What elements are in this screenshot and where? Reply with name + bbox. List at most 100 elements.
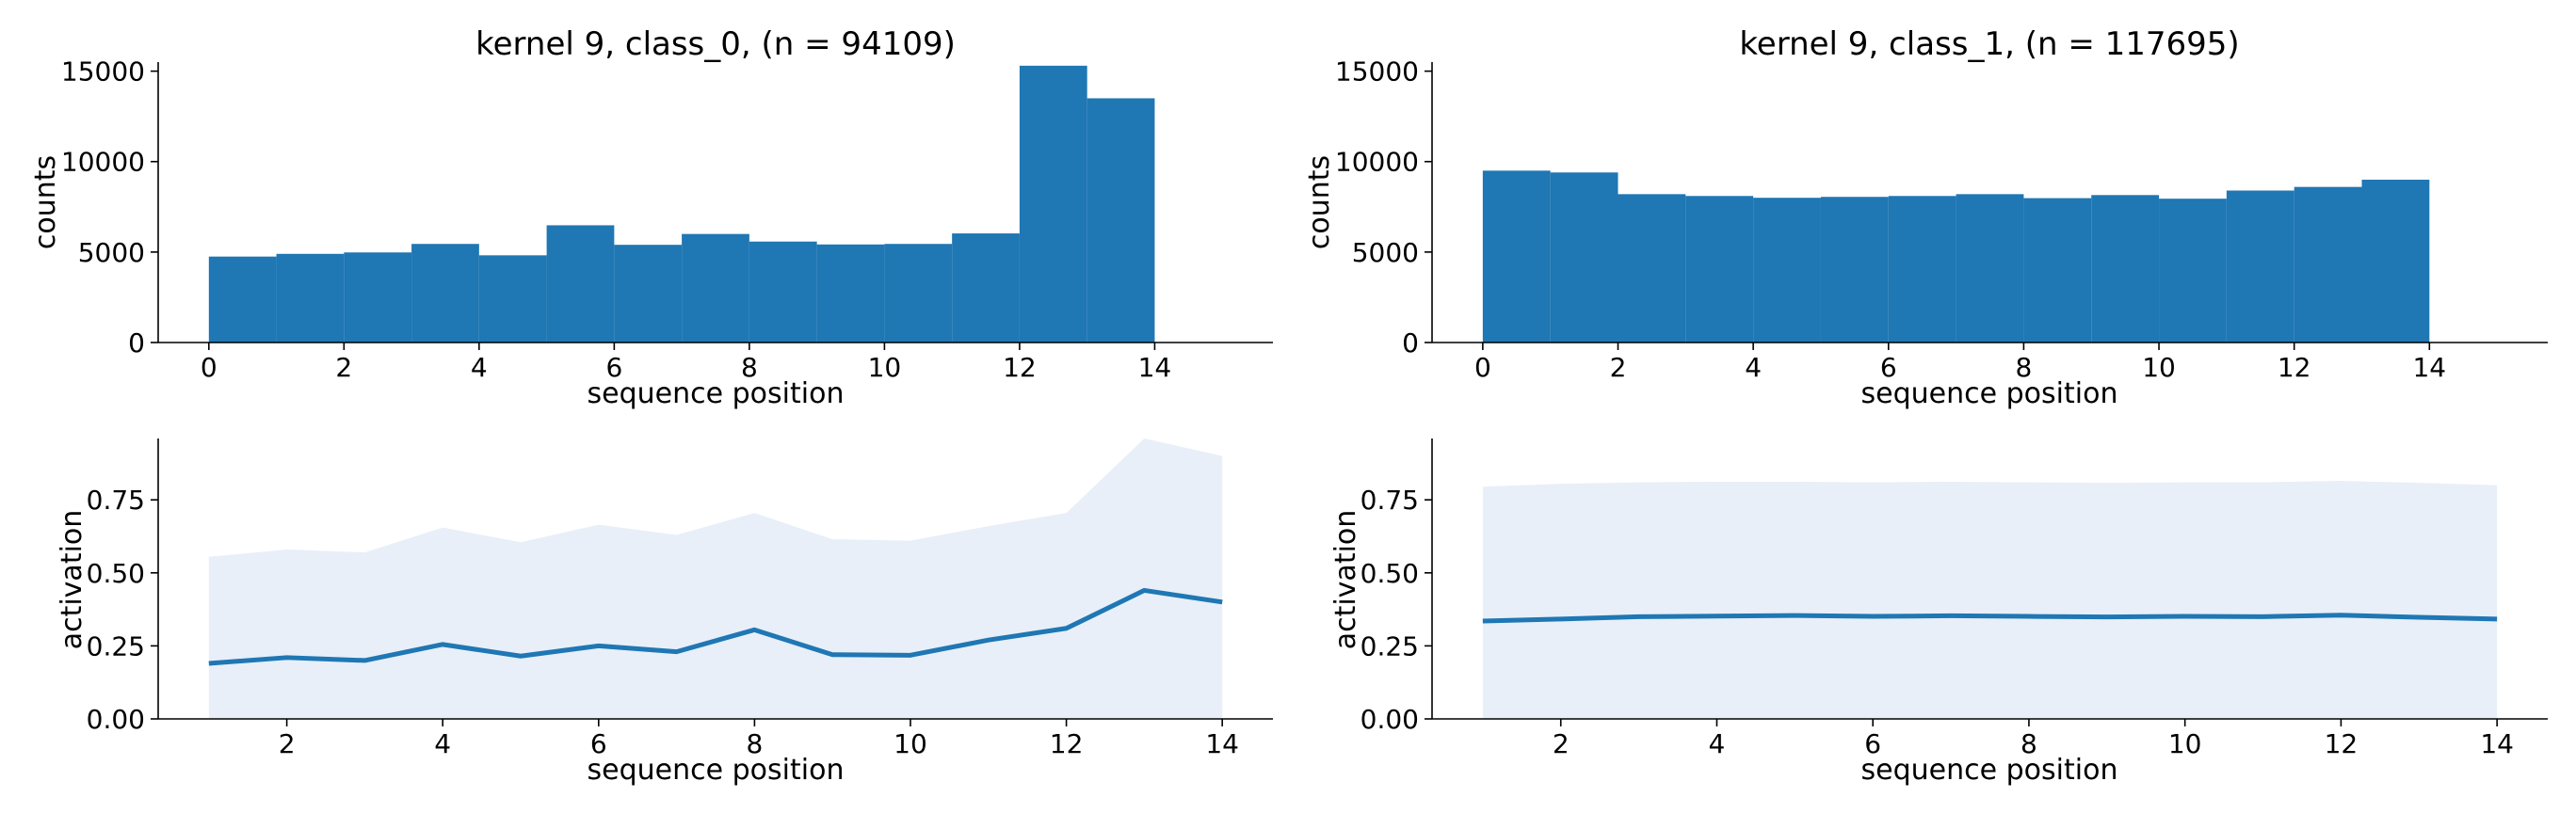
y-ticks: 0.00 0.25 0.50 0.75 [1360,485,1432,735]
histogram-bar [884,244,953,343]
y-ticks: 0.00 0.25 0.50 0.75 [87,485,158,735]
histogram-bar [1685,196,1754,343]
x-tick-label: 4 [1709,728,1726,759]
x-tick-label: 0 [201,352,217,383]
x-axis-label: sequence position [588,377,845,410]
activation-plot [1482,481,2498,719]
histogram-bar [2226,190,2294,343]
activation-band [1482,481,2498,719]
x-tick-label: 2 [1553,728,1570,759]
histogram-bar [1019,65,1087,343]
y-tick-label: 0.25 [1360,630,1419,662]
histogram-bar [276,253,345,343]
x-ticks: 0 2 4 6 8 10 12 14 [1474,343,2446,383]
panel-hist-class-0: kernel 9, class_0, (n = 94109) 0 2 4 6 8 10 12… [29,25,1273,410]
y-tick-label: 10000 [1335,147,1419,178]
histogram-bar [546,225,615,343]
bars [1482,170,2430,343]
y-tick-label: 5000 [1352,237,1419,268]
axes [1431,438,2548,720]
chart-title: kernel 9, class_0, (n = 94109) [475,25,956,63]
y-tick-label: 0.75 [1360,485,1419,516]
y-axis-label: activation [1329,510,1362,650]
y-tick-label: 15000 [1335,56,1419,88]
histogram-bar [1956,194,2024,343]
y-tick-label: 0.25 [87,630,145,662]
histogram-bar [411,244,479,343]
y-tick-label: 0.50 [1360,558,1419,589]
histogram-bar [2361,179,2430,343]
x-tick-label: 6 [1864,728,1881,759]
histogram-bar [1087,98,1155,343]
histogram-bar [682,233,749,343]
x-tick-label: 8 [746,728,763,759]
x-ticks: 2 4 6 8 10 12 14 [1553,719,2514,759]
y-tick-label: 0.00 [87,704,145,735]
histogram-bar [2159,199,2227,343]
panel-activation-class-0: 2 4 6 8 10 12 14 0.00 0.25 0.50 0.75 sequence pos… [56,438,1273,787]
panel-activation-class-1: 2 4 6 8 10 12 14 0.00 0.25 0.50 0.75 sequence pos… [1329,438,2548,787]
x-tick-label: 12 [2278,352,2311,383]
x-tick-label: 14 [2412,352,2446,383]
histogram-bar [344,252,412,343]
y-tick-label: 0.75 [87,485,145,516]
x-tick-label: 10 [868,352,902,383]
x-tick-label: 2 [335,352,352,383]
x-tick-label: 2 [1610,352,1627,383]
histogram-bar [952,233,1020,343]
y-tick-label: 15000 [61,56,145,88]
histogram-bar [1820,197,1889,343]
histogram-bar [1482,170,1551,343]
axes [157,438,1273,720]
histogram-bar [2023,198,2092,343]
x-tick-label: 0 [1474,352,1491,383]
x-tick-label: 14 [2480,728,2514,759]
y-tick-label: 0 [1402,327,1419,359]
y-axis-label: activation [56,510,89,650]
y-tick-label: 0 [128,327,145,359]
x-tick-label: 4 [434,728,451,759]
y-tick-label: 5000 [78,237,145,268]
histogram-bar [614,245,683,343]
panel-hist-class-1: kernel 9, class_1, (n = 117695) 0 2 4 6 8 10 1… [1303,25,2548,410]
y-axis-label: counts [29,155,62,249]
x-tick-label: 10 [894,728,927,759]
x-tick-label: 14 [1138,352,1172,383]
bars [208,65,1155,343]
x-tick-label: 4 [471,352,488,383]
x-tick-label: 6 [1880,352,1897,383]
histogram-bar [478,255,547,343]
histogram-bar [2294,186,2362,343]
x-tick-label: 12 [2325,728,2359,759]
x-tick-label: 10 [2142,352,2176,383]
chart-title: kernel 9, class_1, (n = 117695) [1739,25,2239,63]
activation-plot [208,438,1223,719]
histogram-bar [1888,196,1956,343]
x-ticks: 2 4 6 8 10 12 14 [279,719,1239,759]
histogram-bar [2091,195,2160,343]
x-tick-label: 6 [590,728,607,759]
y-ticks: 0 5000 10000 15000 [61,56,158,359]
histogram-bar [1753,198,1821,343]
activation-mean-line [208,587,1223,666]
x-tick-label: 6 [605,352,622,383]
histogram-bar [816,244,885,343]
y-ticks: 0 5000 10000 15000 [1335,56,1432,359]
x-tick-label: 8 [2015,352,2032,383]
y-tick-label: 0.00 [1360,704,1419,735]
x-axis-label: sequence position [1861,377,2118,410]
activation-mean-line [1482,613,2498,624]
x-tick-label: 12 [1003,352,1037,383]
x-axis-label: sequence position [1861,754,2118,787]
x-tick-label: 12 [1050,728,1084,759]
x-tick-label: 10 [2168,728,2202,759]
activation-band [208,438,1223,719]
x-tick-label: 14 [1205,728,1239,759]
x-axis-label: sequence position [588,754,845,787]
histogram-bar [208,256,277,343]
histogram-bar [749,241,817,343]
y-tick-label: 10000 [61,147,145,178]
histogram-bar [1550,172,1618,343]
x-ticks: 0 2 4 6 8 10 12 14 [201,343,1171,383]
